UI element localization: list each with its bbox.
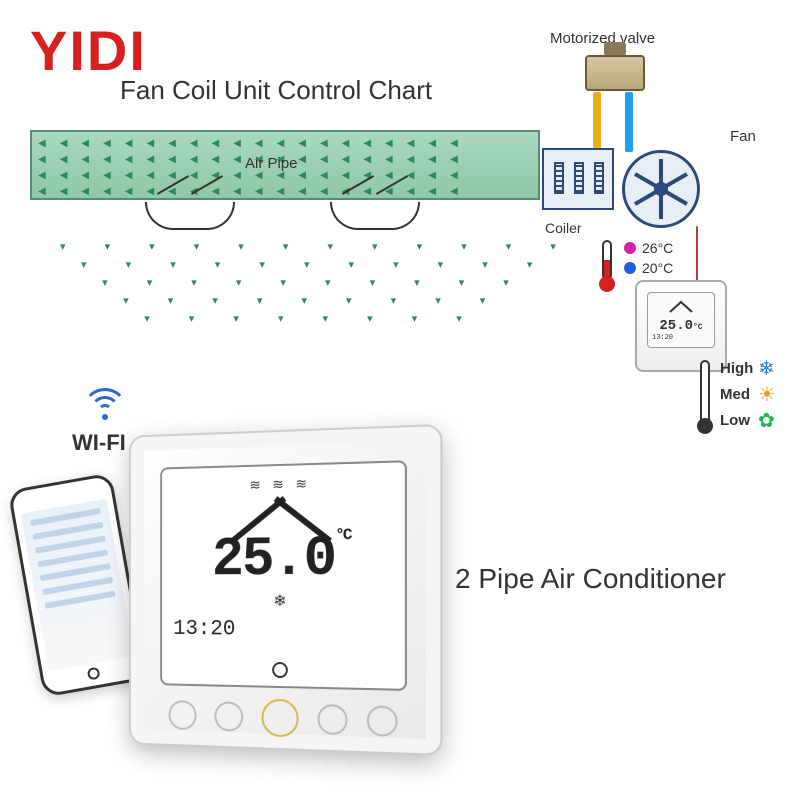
coil-element <box>594 162 604 194</box>
speed-slider-knob <box>697 418 713 434</box>
sm-display-temp: 25.0 <box>659 318 693 334</box>
fan-unit <box>622 150 700 228</box>
coiler-label: Coiler <box>545 220 582 236</box>
control-wire <box>696 226 698 286</box>
heat-waves-icon: ≋ ≋ ≋ <box>249 475 311 494</box>
motorized-valve <box>585 55 645 91</box>
product-title: 2 Pipe Air Conditioner <box>455 563 726 595</box>
lg-display-temp: 25.0 <box>212 526 335 591</box>
coil-element <box>554 162 564 194</box>
thermostat-small-screen: 25.0°C 13:20 <box>647 292 715 348</box>
brand-logo: YIDI <box>30 18 147 83</box>
fan-label: Fan <box>730 128 756 145</box>
air-pipe-label: Air Pipe <box>245 155 298 172</box>
home-button[interactable] <box>261 699 298 738</box>
smartphone <box>8 472 148 697</box>
wifi-label: WI-FI <box>72 430 126 456</box>
valve-cap <box>604 42 626 56</box>
thermometer-bulb <box>599 276 615 292</box>
mode-snowflake-icon: ❄ <box>273 591 286 611</box>
hot-temp-value: 26°C <box>642 240 673 256</box>
air-spray: ▾ ▾ ▾ ▾ ▾ ▾ ▾ ▾ ▾ ▾ ▾ ▾ ▾ ▾ ▾ ▾ ▾ ▾ ▾ ▾ … <box>60 238 574 328</box>
wifi-icon <box>82 388 128 424</box>
speed-med-label: Med <box>720 386 750 403</box>
thermostat-large: ≋ ≋ ≋ 25.0°C ❄ 13:20 <box>129 424 442 756</box>
coil-element <box>574 162 584 194</box>
temp-cold-dot <box>624 262 636 274</box>
speed-high-label: High <box>720 360 753 377</box>
cold-pipe-vert <box>625 92 633 152</box>
motorized-valve-label: Motorized valve <box>550 30 655 47</box>
thermometer-icon <box>602 240 612 280</box>
air-diffuser-left <box>145 202 235 230</box>
hot-pipe-vert <box>593 92 601 152</box>
phone-home-button <box>86 667 100 681</box>
clock-icon <box>272 662 288 678</box>
speed-low-label: Low <box>720 412 750 429</box>
fan-speed-icon: ✿ <box>758 408 775 433</box>
thermostat-small: 25.0°C 13:20 <box>635 280 727 372</box>
cold-temp-value: 20°C <box>642 260 673 276</box>
house-icon <box>230 492 332 536</box>
thermostat-button-row <box>160 697 407 740</box>
down-button[interactable] <box>317 704 347 735</box>
sm-unit: °C <box>693 323 703 332</box>
thermostat-large-screen: ≋ ≋ ≋ 25.0°C ❄ 13:20 <box>160 460 407 691</box>
snowflake-icon: ❄ <box>758 356 775 381</box>
sun-icon: ☀ <box>758 382 776 407</box>
lg-time: 13:20 <box>173 616 235 641</box>
diagram-title: Fan Coil Unit Control Chart <box>120 75 432 106</box>
temp-hot-dot <box>624 242 636 254</box>
sm-time: 13:20 <box>652 334 673 342</box>
phone-screen <box>21 499 134 672</box>
coil-unit <box>542 148 614 210</box>
power-button[interactable] <box>169 700 197 730</box>
mode-button[interactable] <box>215 701 244 732</box>
up-button[interactable] <box>366 705 397 737</box>
air-diffuser-right <box>330 202 420 230</box>
lg-unit: °C <box>335 526 350 544</box>
